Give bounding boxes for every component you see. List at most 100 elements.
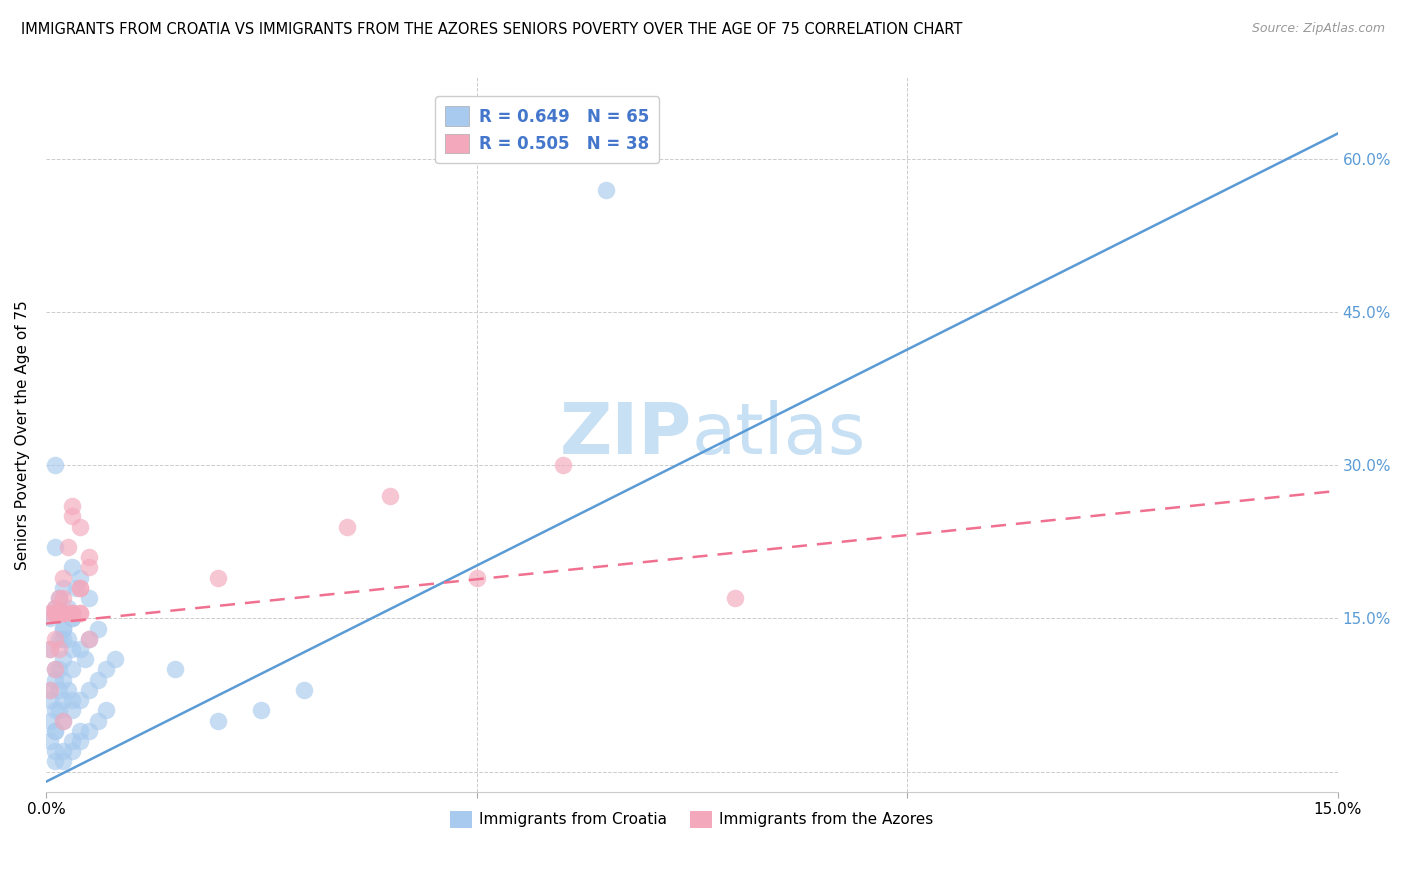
Point xyxy=(86,714,108,728)
Point xyxy=(96,663,118,677)
Point xyxy=(595,183,617,197)
Point xyxy=(52,622,75,636)
Point xyxy=(52,755,75,769)
Point xyxy=(60,642,83,657)
Point xyxy=(44,601,66,615)
Point xyxy=(69,607,91,621)
Point xyxy=(56,682,79,697)
Point xyxy=(77,560,100,574)
Point xyxy=(60,607,83,621)
Point xyxy=(52,581,75,595)
Point xyxy=(250,703,273,717)
Point xyxy=(77,632,100,646)
Point xyxy=(96,703,118,717)
Point xyxy=(52,673,75,687)
Point xyxy=(69,581,91,595)
Point xyxy=(60,607,83,621)
Point xyxy=(48,591,70,605)
Point xyxy=(60,611,83,625)
Point xyxy=(44,663,66,677)
Y-axis label: Seniors Poverty Over the Age of 75: Seniors Poverty Over the Age of 75 xyxy=(15,300,30,570)
Point xyxy=(380,489,402,503)
Point xyxy=(39,693,62,707)
Point xyxy=(39,607,62,621)
Point xyxy=(69,723,91,738)
Point xyxy=(52,591,75,605)
Point xyxy=(60,607,83,621)
Point xyxy=(48,642,70,657)
Point xyxy=(69,693,91,707)
Point xyxy=(207,714,229,728)
Point xyxy=(207,571,229,585)
Point xyxy=(48,663,70,677)
Point xyxy=(48,632,70,646)
Point xyxy=(44,723,66,738)
Point xyxy=(52,714,75,728)
Point xyxy=(60,560,83,574)
Point xyxy=(104,652,127,666)
Point xyxy=(56,632,79,646)
Point xyxy=(44,607,66,621)
Point xyxy=(60,663,83,677)
Point xyxy=(52,744,75,758)
Point xyxy=(60,703,83,717)
Point xyxy=(52,632,75,646)
Point xyxy=(48,607,70,621)
Point xyxy=(52,622,75,636)
Point xyxy=(44,607,66,621)
Point xyxy=(44,663,66,677)
Point xyxy=(52,571,75,585)
Point xyxy=(69,734,91,748)
Point xyxy=(77,723,100,738)
Point xyxy=(44,723,66,738)
Point xyxy=(292,682,315,697)
Point xyxy=(56,540,79,554)
Point xyxy=(39,734,62,748)
Point xyxy=(724,591,747,605)
Point xyxy=(60,499,83,513)
Point xyxy=(69,581,91,595)
Legend: Immigrants from Croatia, Immigrants from the Azores: Immigrants from Croatia, Immigrants from… xyxy=(444,805,939,834)
Point xyxy=(52,714,75,728)
Point xyxy=(60,734,83,748)
Point xyxy=(52,607,75,621)
Point xyxy=(336,519,359,533)
Point xyxy=(60,744,83,758)
Point xyxy=(44,673,66,687)
Point xyxy=(77,591,100,605)
Point xyxy=(60,611,83,625)
Point xyxy=(77,682,100,697)
Text: IMMIGRANTS FROM CROATIA VS IMMIGRANTS FROM THE AZORES SENIORS POVERTY OVER THE A: IMMIGRANTS FROM CROATIA VS IMMIGRANTS FR… xyxy=(21,22,963,37)
Point xyxy=(44,540,66,554)
Point xyxy=(52,652,75,666)
Point xyxy=(465,571,488,585)
Text: atlas: atlas xyxy=(692,401,866,469)
Point xyxy=(44,607,66,621)
Point xyxy=(69,519,91,533)
Point xyxy=(48,682,70,697)
Point xyxy=(48,591,70,605)
Point xyxy=(52,607,75,621)
Point xyxy=(60,693,83,707)
Point xyxy=(60,509,83,524)
Point xyxy=(39,642,62,657)
Point xyxy=(69,607,91,621)
Point xyxy=(69,571,91,585)
Point xyxy=(77,632,100,646)
Point xyxy=(44,601,66,615)
Point xyxy=(39,682,62,697)
Point xyxy=(73,652,96,666)
Point xyxy=(551,458,574,473)
Text: ZIP: ZIP xyxy=(560,401,692,469)
Point xyxy=(52,693,75,707)
Point xyxy=(44,755,66,769)
Point xyxy=(65,581,87,595)
Point xyxy=(86,622,108,636)
Point xyxy=(48,703,70,717)
Point xyxy=(44,632,66,646)
Point xyxy=(44,744,66,758)
Point xyxy=(44,458,66,473)
Point xyxy=(52,607,75,621)
Point xyxy=(39,714,62,728)
Point xyxy=(77,550,100,565)
